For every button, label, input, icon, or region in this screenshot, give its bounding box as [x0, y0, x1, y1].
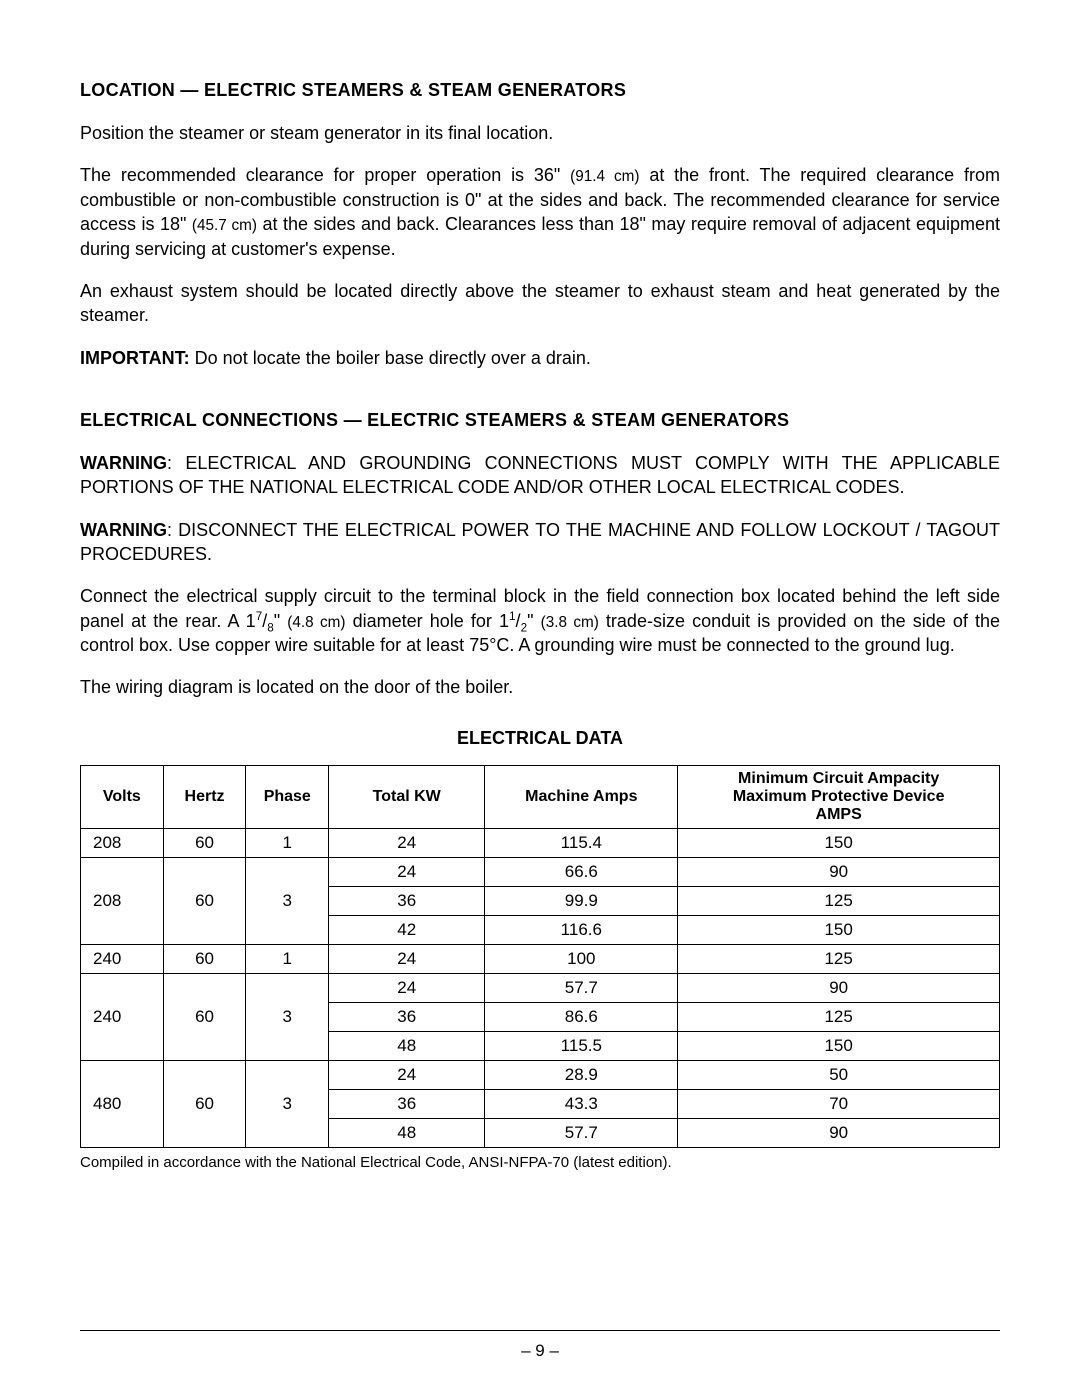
para-warning-1: WARNING: ELECTRICAL AND GROUNDING CONNEC…	[80, 451, 1000, 500]
text-fragment: (91.4 cm)	[570, 168, 639, 185]
cell-hertz: 60	[163, 857, 246, 944]
cell-total-kw: 24	[329, 1060, 485, 1089]
heading-electrical: ELECTRICAL CONNECTIONS — ELECTRIC STEAME…	[80, 410, 1000, 431]
para-location-1: Position the steamer or steam generator …	[80, 121, 1000, 145]
table-title: ELECTRICAL DATA	[80, 728, 1000, 749]
cell-machine-amps: 99.9	[485, 886, 678, 915]
fraction-numerator: 7	[256, 610, 263, 623]
cell-machine-amps: 115.4	[485, 828, 678, 857]
cell-machine-amps: 43.3	[485, 1089, 678, 1118]
cell-hertz: 60	[163, 944, 246, 973]
para-location-3: An exhaust system should be located dire…	[80, 279, 1000, 328]
text-fragment: "	[274, 611, 288, 631]
fraction-numerator: 1	[509, 610, 516, 623]
cell-amps: 50	[678, 1060, 1000, 1089]
text-fragment: "	[527, 611, 541, 631]
cell-amps: 125	[678, 944, 1000, 973]
table-row: 2406032457.790	[81, 973, 1000, 1002]
th-machine-amps: Machine Amps	[485, 765, 678, 828]
cell-amps: 70	[678, 1089, 1000, 1118]
cell-total-kw: 48	[329, 1118, 485, 1147]
th-line2: Maximum Protective Device	[733, 788, 945, 805]
electrical-data-table: Volts Hertz Phase Total KW Machine Amps …	[80, 765, 1000, 1148]
para-warning-2: WARNING: DISCONNECT THE ELECTRICAL POWER…	[80, 518, 1000, 567]
cell-total-kw: 24	[329, 828, 485, 857]
cell-hertz: 60	[163, 1060, 246, 1147]
cell-total-kw: 24	[329, 973, 485, 1002]
text-fragment: The recommended clearance for proper ope…	[80, 165, 570, 185]
cell-volts: 208	[81, 857, 164, 944]
cell-amps: 150	[678, 828, 1000, 857]
cell-phase: 1	[246, 944, 329, 973]
para-location-4: IMPORTANT: Do not locate the boiler base…	[80, 346, 1000, 370]
text-fragment: diameter hole for 1	[345, 611, 509, 631]
cell-volts: 240	[81, 973, 164, 1060]
cell-amps: 150	[678, 915, 1000, 944]
cell-amps: 90	[678, 973, 1000, 1002]
table-row: 20860124115.4150	[81, 828, 1000, 857]
cell-machine-amps: 100	[485, 944, 678, 973]
cell-machine-amps: 28.9	[485, 1060, 678, 1089]
cell-machine-amps: 57.7	[485, 973, 678, 1002]
cell-phase: 3	[246, 857, 329, 944]
para-location-2: The recommended clearance for proper ope…	[80, 163, 1000, 261]
page-number: – 9 –	[521, 1341, 559, 1360]
cell-hertz: 60	[163, 828, 246, 857]
important-label: IMPORTANT:	[80, 348, 190, 368]
cell-total-kw: 24	[329, 857, 485, 886]
cell-machine-amps: 116.6	[485, 915, 678, 944]
cell-volts: 480	[81, 1060, 164, 1147]
cell-phase: 3	[246, 1060, 329, 1147]
cell-amps: 150	[678, 1031, 1000, 1060]
table-row: 4806032428.950	[81, 1060, 1000, 1089]
th-total-kw: Total KW	[329, 765, 485, 828]
table-row: 24060124100125	[81, 944, 1000, 973]
th-hertz: Hertz	[163, 765, 246, 828]
cell-hertz: 60	[163, 973, 246, 1060]
cell-machine-amps: 115.5	[485, 1031, 678, 1060]
text-fragment: (3.8 cm)	[541, 614, 599, 631]
page-footer: – 9 –	[80, 1330, 1000, 1361]
cell-total-kw: 36	[329, 886, 485, 915]
table-body: 20860124115.41502086032466.6903699.91254…	[81, 828, 1000, 1147]
para-electrical-2: The wiring diagram is located on the doo…	[80, 675, 1000, 699]
th-line1: Minimum Circuit Ampacity	[738, 770, 939, 787]
cell-total-kw: 24	[329, 944, 485, 973]
page: LOCATION — ELECTRIC STEAMERS & STEAM GEN…	[0, 0, 1080, 1397]
th-min-circuit: Minimum Circuit Ampacity Maximum Protect…	[678, 765, 1000, 828]
warning-label: WARNING	[80, 520, 167, 540]
table-head: Volts Hertz Phase Total KW Machine Amps …	[81, 765, 1000, 828]
cell-amps: 90	[678, 857, 1000, 886]
table-footnote: Compiled in accordance with the National…	[80, 1154, 1000, 1171]
table-header-row: Volts Hertz Phase Total KW Machine Amps …	[81, 765, 1000, 828]
warning-label: WARNING	[80, 453, 167, 473]
cell-machine-amps: 66.6	[485, 857, 678, 886]
para-electrical-1: Connect the electrical supply circuit to…	[80, 584, 1000, 657]
text-fragment: (4.8 cm)	[287, 614, 345, 631]
th-line3: AMPS	[816, 806, 862, 823]
th-phase: Phase	[246, 765, 329, 828]
cell-total-kw: 36	[329, 1002, 485, 1031]
cell-total-kw: 42	[329, 915, 485, 944]
cell-machine-amps: 57.7	[485, 1118, 678, 1147]
cell-volts: 208	[81, 828, 164, 857]
th-volts: Volts	[81, 765, 164, 828]
heading-location: LOCATION — ELECTRIC STEAMERS & STEAM GEN…	[80, 80, 1000, 101]
cell-amps: 125	[678, 1002, 1000, 1031]
cell-phase: 3	[246, 973, 329, 1060]
cell-volts: 240	[81, 944, 164, 973]
text-fragment: (45.7 cm)	[192, 217, 257, 234]
cell-amps: 125	[678, 886, 1000, 915]
text-fragment: Do not locate the boiler base directly o…	[190, 348, 591, 368]
text-fragment: : ELECTRICAL AND GROUNDING CONNECTIONS M…	[80, 453, 1000, 497]
cell-machine-amps: 86.6	[485, 1002, 678, 1031]
cell-phase: 1	[246, 828, 329, 857]
cell-total-kw: 48	[329, 1031, 485, 1060]
text-fragment: : DISCONNECT THE ELECTRICAL POWER TO THE…	[80, 520, 1000, 564]
cell-total-kw: 36	[329, 1089, 485, 1118]
cell-amps: 90	[678, 1118, 1000, 1147]
table-row: 2086032466.690	[81, 857, 1000, 886]
